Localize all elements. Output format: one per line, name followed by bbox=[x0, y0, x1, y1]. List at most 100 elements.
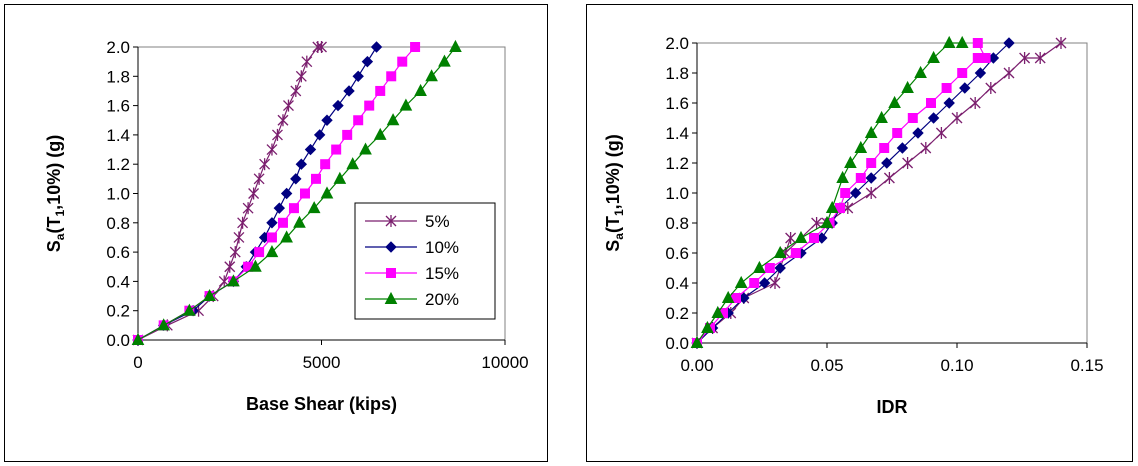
series-line bbox=[696, 42, 1062, 344]
y-tick-label: 0.6 bbox=[665, 244, 689, 263]
data-point bbox=[290, 84, 302, 97]
data-point bbox=[227, 274, 240, 287]
data-point bbox=[879, 143, 890, 153]
x-tick-label: 0.00 bbox=[680, 356, 713, 375]
data-point bbox=[290, 173, 302, 185]
legend: 5% 10% 15% 20% bbox=[354, 202, 496, 320]
data-point bbox=[985, 82, 997, 94]
data-point bbox=[875, 110, 888, 123]
y-tick-label: 0.0 bbox=[106, 331, 130, 350]
data-point bbox=[342, 129, 353, 140]
x-tick-label: 0.15 bbox=[1070, 356, 1103, 375]
y-tick-label: 1.8 bbox=[665, 64, 689, 83]
y-tick-label: 0.6 bbox=[106, 243, 130, 262]
legend-label: 15% bbox=[425, 264, 459, 283]
plot-area bbox=[696, 42, 1088, 344]
data-point bbox=[277, 114, 289, 127]
data-point bbox=[320, 186, 334, 199]
data-point bbox=[301, 55, 313, 68]
data-point bbox=[375, 85, 386, 96]
data-point bbox=[854, 140, 868, 153]
data-point bbox=[295, 70, 307, 83]
chart-panel-base-shear: 0.0 0.2 0.4 0.6 0.8 1.0 1.2 1.4 1.6 1.8 2.0 0 5000 10… bbox=[4, 4, 548, 462]
data-point bbox=[1019, 52, 1031, 64]
data-point bbox=[307, 201, 321, 214]
data-point bbox=[280, 187, 293, 200]
chart-svg-base-shear: 0.0 0.2 0.4 0.6 0.8 1.0 1.2 1.4 1.6 1.8 2.0 0 5000 10… bbox=[44, 38, 529, 414]
data-point bbox=[280, 230, 293, 243]
data-point bbox=[753, 260, 766, 273]
data-point bbox=[926, 98, 936, 108]
data-point bbox=[343, 85, 355, 97]
data-point bbox=[907, 113, 918, 123]
x-tick-label: 10000 bbox=[481, 353, 528, 372]
data-point bbox=[373, 127, 387, 140]
legend-box bbox=[354, 202, 496, 320]
series-line bbox=[137, 46, 378, 341]
data-point bbox=[1055, 37, 1067, 49]
data-point bbox=[266, 143, 278, 156]
y-tick-label: 1.2 bbox=[665, 154, 689, 173]
data-point bbox=[332, 99, 344, 112]
y-tick-label: 0.2 bbox=[665, 304, 689, 323]
data-point bbox=[866, 158, 877, 168]
legend-label: 10% bbox=[425, 238, 459, 257]
x-axis-title: Base Shear (kips) bbox=[246, 394, 397, 414]
y-tick-label: 2.0 bbox=[665, 34, 689, 53]
data-point bbox=[320, 159, 331, 170]
legend-label: 20% bbox=[425, 290, 459, 309]
data-point bbox=[969, 97, 981, 109]
data-point bbox=[242, 202, 254, 215]
legend-marker bbox=[385, 241, 397, 253]
data-point bbox=[414, 83, 427, 96]
data-point bbox=[836, 170, 849, 183]
series-10pct bbox=[132, 41, 383, 346]
data-point bbox=[811, 217, 823, 229]
data-point bbox=[203, 288, 216, 302]
data-point bbox=[295, 158, 308, 170]
data-point bbox=[316, 41, 327, 53]
data-point bbox=[233, 231, 245, 244]
y-tick-label: 1.6 bbox=[665, 94, 689, 113]
data-point bbox=[229, 246, 241, 259]
data-point bbox=[785, 232, 797, 244]
data-point bbox=[865, 187, 877, 199]
y-tick-label: 1.6 bbox=[106, 97, 130, 116]
data-point bbox=[794, 230, 808, 243]
data-point bbox=[721, 290, 735, 303]
data-point bbox=[321, 114, 333, 126]
data-point bbox=[825, 200, 839, 213]
data-point bbox=[1003, 37, 1015, 49]
data-point bbox=[881, 157, 893, 169]
data-point bbox=[293, 215, 306, 228]
series-line bbox=[696, 42, 987, 344]
data-point bbox=[248, 187, 260, 200]
chart-panel-idr: 0.0 0.2 0.4 0.6 0.8 1.0 1.2 1.4 1.6 1.8 2.0 0.00 0.0… bbox=[586, 4, 1133, 462]
data-point bbox=[157, 318, 171, 331]
data-point bbox=[941, 83, 952, 93]
data-point bbox=[914, 65, 927, 78]
data-point bbox=[273, 202, 286, 214]
data-point bbox=[352, 70, 364, 83]
y-tick-label: 1.0 bbox=[106, 185, 130, 204]
data-point bbox=[272, 128, 283, 141]
y-tick-label: 1.2 bbox=[106, 155, 130, 174]
data-point bbox=[901, 80, 914, 93]
data-point bbox=[865, 172, 877, 184]
data-point bbox=[955, 35, 969, 48]
y-tick-label: 0.8 bbox=[106, 214, 130, 233]
data-point bbox=[283, 99, 294, 112]
data-point bbox=[449, 39, 462, 52]
legend-marker bbox=[384, 291, 398, 304]
data-point bbox=[331, 144, 342, 155]
data-point bbox=[892, 128, 903, 138]
data-point bbox=[927, 112, 940, 124]
data-point bbox=[237, 216, 249, 229]
data-point bbox=[310, 173, 321, 184]
data-point bbox=[840, 188, 851, 198]
data-point bbox=[734, 275, 748, 288]
data-point bbox=[935, 127, 947, 139]
data-point bbox=[410, 42, 421, 52]
data-point bbox=[758, 277, 771, 289]
data-point bbox=[711, 305, 725, 318]
